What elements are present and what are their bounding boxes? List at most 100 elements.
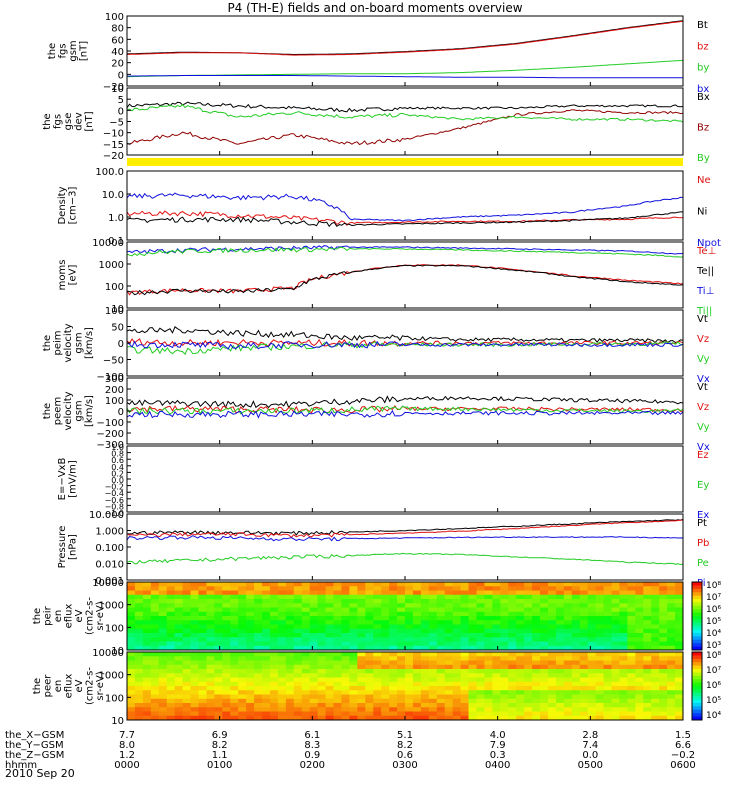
- heatmap-cell: [293, 711, 303, 717]
- heatmap-cell: [174, 715, 184, 721]
- heatmap-cell: [508, 664, 517, 670]
- heatmap-cell: [174, 652, 184, 657]
- heatmap-cell: [667, 616, 676, 621]
- heatmap-cell: [468, 607, 477, 613]
- heatmap-cell: [206, 715, 215, 721]
- heatmap-cell: [555, 586, 565, 591]
- heatmap-cell: [182, 645, 192, 651]
- y-axis-label: sr-eV): [95, 601, 106, 630]
- heatmap-cell: [619, 694, 628, 700]
- heatmap-cell: [262, 690, 271, 695]
- heatmap-cell: [675, 628, 684, 634]
- x-row-value: 0500: [578, 760, 603, 771]
- heatmap-cell: [563, 711, 573, 717]
- heatmap-cell: [254, 633, 263, 638]
- heatmap-cell: [460, 624, 470, 630]
- heatmap-cell: [420, 673, 430, 678]
- heatmap-cell: [444, 715, 454, 721]
- heatmap-cell: [516, 703, 525, 708]
- heatmap-cell: [333, 711, 342, 717]
- heatmap-cell: [198, 703, 207, 708]
- heatmap-cell: [420, 656, 430, 661]
- heatmap-cell: [397, 628, 406, 634]
- legend-Vy: Vy: [697, 354, 710, 365]
- heatmap-cell: [230, 652, 239, 657]
- heatmap-cell: [468, 641, 477, 647]
- heatmap-cell: [142, 607, 152, 613]
- heatmap-cell: [468, 703, 477, 708]
- heatmap-cell: [158, 628, 168, 634]
- heatmap-cell: [587, 603, 597, 608]
- heatmap-cell: [214, 611, 223, 617]
- heatmap-cell: [675, 611, 684, 617]
- heatmap-cell: [166, 633, 176, 638]
- heatmap-cell: [341, 637, 350, 642]
- heatmap-cell: [158, 669, 168, 674]
- heatmap-cell: [357, 686, 366, 691]
- heatmap-cell: [500, 616, 509, 621]
- colorbar-swatch: [692, 655, 702, 660]
- colorbar-swatch: [692, 662, 702, 667]
- y-tick-label: 1.0: [111, 443, 124, 452]
- legend-Bz: Bz: [697, 123, 709, 134]
- colorbar-swatch: [692, 699, 702, 704]
- heatmap-cell: [516, 698, 525, 704]
- heatmap-cell: [127, 703, 136, 708]
- heatmap-cell: [595, 645, 605, 651]
- heatmap-cell: [611, 616, 620, 621]
- heatmap-cell: [436, 715, 446, 721]
- heatmap-cell: [317, 603, 327, 608]
- heatmap-cell: [246, 611, 255, 617]
- heatmap-cell: [230, 703, 239, 708]
- y-tick-label: −5: [109, 118, 124, 129]
- heatmap-cell: [309, 607, 319, 613]
- colorbar-swatch: [692, 602, 702, 607]
- heatmap-cell: [262, 681, 271, 687]
- heatmap-cell: [293, 590, 303, 596]
- heatmap-cell: [468, 711, 477, 717]
- heatmap-cell: [651, 715, 660, 721]
- heatmap-cell: [246, 616, 255, 621]
- heatmap-cell: [150, 582, 160, 587]
- heatmap-cell: [428, 703, 438, 708]
- heatmap-cell: [222, 620, 231, 625]
- heatmap-cell: [206, 637, 215, 642]
- heatmap-cell: [508, 698, 517, 704]
- heatmap-cell: [134, 677, 144, 683]
- heatmap-cell: [373, 698, 382, 704]
- heatmap-cell: [254, 707, 263, 712]
- heatmap-cell: [349, 715, 358, 721]
- heatmap-cell: [532, 637, 541, 642]
- heatmap-cell: [381, 715, 390, 721]
- heatmap-cell: [405, 703, 414, 708]
- heatmap-cell: [460, 656, 470, 661]
- heatmap-cell: [238, 637, 247, 642]
- heatmap-cell: [412, 715, 422, 721]
- heatmap-cell: [397, 669, 406, 674]
- heatmap-cell: [532, 715, 541, 721]
- heatmap-cell: [230, 664, 239, 670]
- heatmap-cell: [238, 620, 247, 625]
- figure-title: P4 (TH-E) fields and on-board moments ov…: [227, 1, 522, 15]
- heatmap-cell: [444, 633, 454, 638]
- heatmap-cell: [460, 690, 470, 695]
- heatmap-cell: [230, 628, 239, 634]
- legend-Vz: Vz: [697, 334, 709, 345]
- heatmap-cell: [476, 669, 485, 674]
- heatmap-cell: [571, 616, 581, 621]
- heatmap-cell: [309, 603, 319, 608]
- heatmap-cell: [214, 607, 223, 613]
- heatmap-cell: [150, 652, 160, 657]
- heatmap-cell: [357, 664, 366, 670]
- heatmap-cell: [635, 633, 644, 638]
- heatmap-cell: [460, 586, 470, 591]
- heatmap-cell: [182, 656, 192, 661]
- heatmap-cell: [206, 677, 215, 683]
- colorbar-swatch: [692, 706, 702, 711]
- heatmap-cell: [500, 715, 509, 721]
- heatmap-cell: [579, 694, 589, 700]
- heatmap-cell: [659, 698, 668, 704]
- heatmap-cell: [444, 681, 454, 687]
- heatmap-cell: [468, 694, 477, 700]
- heatmap-cell: [468, 582, 477, 587]
